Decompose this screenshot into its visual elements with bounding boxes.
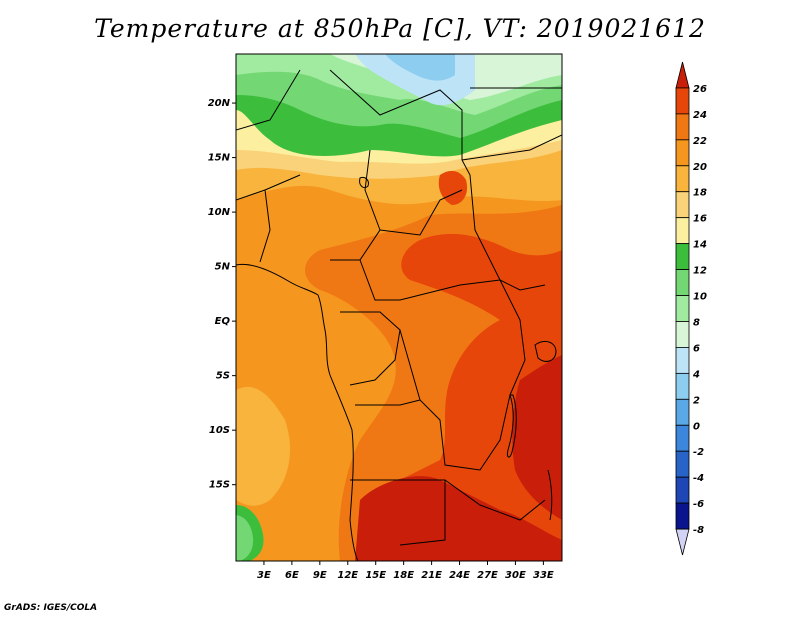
lakes [359, 177, 557, 521]
colorbar-label: 22 [693, 136, 707, 147]
colorbar-top-arrow [675, 61, 690, 89]
colorbar-bin [675, 139, 690, 167]
colorbar-bin [675, 476, 690, 504]
lon-label: 9E [313, 570, 327, 581]
border-line-5 [379, 189, 463, 236]
map-title: Temperature at 850hPa [C], VT: 201902161… [94, 14, 706, 43]
contour-2-4 [385, 54, 455, 81]
colorbar-bin [675, 113, 690, 141]
colorbar-bin [675, 269, 690, 296]
border-line-10 [499, 279, 526, 396]
colorbar-bin [675, 424, 690, 452]
latitude-axis: 20N 15N 10N 5N EQ 5S 10S 15S [208, 98, 236, 491]
border-line-2 [236, 69, 301, 131]
colorbar-label: 16 [693, 214, 707, 225]
colorbar-bin [675, 321, 690, 348]
colorbar-bin [675, 295, 690, 322]
colorbar-bin [675, 372, 690, 400]
lake-victoria [534, 341, 557, 362]
colorbar-label: -6 [693, 499, 704, 510]
lon-label: 6E [285, 570, 299, 581]
lake-chad [359, 177, 369, 189]
border-line-14 [259, 189, 271, 263]
colorbar-bin [675, 217, 690, 245]
colorbar-label: 18 [693, 188, 707, 199]
border-line-7 [340, 311, 401, 386]
lon-label: 27E [477, 570, 498, 581]
contour-18-20-atlantic [236, 386, 290, 506]
contour-26-plus-north [438, 170, 468, 205]
lon-label: 12E [337, 570, 358, 581]
colorbar-label: 8 [693, 317, 700, 328]
colorbar-label: 26 [693, 84, 707, 95]
colorbar-label: 2 [693, 395, 700, 406]
lon-label: 21E [421, 570, 442, 581]
lat-label: 15N [208, 153, 231, 164]
colorbar-label: -2 [693, 447, 704, 458]
colorbar-label: -4 [693, 473, 704, 484]
border-line-8 [399, 279, 501, 301]
country-borders [236, 69, 562, 561]
coastline-west [236, 263, 359, 561]
colorbar-bottom-arrow [675, 528, 690, 556]
lon-label: 3E [257, 570, 271, 581]
border-line-13 [444, 479, 546, 521]
border-line-15 [236, 174, 301, 201]
lat-label: 10S [209, 425, 230, 436]
colorbar-bin [675, 502, 690, 530]
border-line-1 [329, 69, 463, 160]
border-line-17 [461, 134, 562, 161]
lat-label: EQ [215, 316, 231, 327]
colorbar-bin [675, 165, 690, 193]
lon-label: 24E [449, 570, 470, 581]
lon-label: 18E [393, 570, 414, 581]
border-line-11 [355, 399, 421, 406]
colorbar-label: 20 [693, 162, 707, 173]
lake-malawi [547, 469, 553, 521]
contour-26-plus-south [355, 476, 562, 561]
grads-credit: GrADS: IGES/COLA [4, 603, 98, 613]
border-line-12 [350, 479, 446, 546]
lake-tanganyika [507, 394, 517, 458]
colorbar-label: 12 [693, 266, 707, 277]
lon-label: 33E [533, 570, 554, 581]
longitude-axis: 3E 6E 9E 12E 15E 18E 21E 24E 27E 30E 33E [257, 561, 554, 581]
lat-label: 20N [208, 98, 231, 109]
colorbar-label: 14 [693, 240, 707, 251]
lat-label: 5N [215, 262, 231, 273]
lon-label: 15E [365, 570, 386, 581]
colorbar-label: 24 [693, 110, 707, 121]
colorbar-bin [675, 191, 690, 219]
colorbar-bin [675, 243, 690, 270]
temperature-field [236, 54, 562, 561]
border-line-4 [359, 149, 400, 301]
colorbar-label: 4 [692, 369, 700, 380]
lon-label: 30E [505, 570, 526, 581]
border-line-3 [461, 159, 546, 291]
lat-label: 5S [216, 371, 230, 382]
colorbar-label: 6 [693, 343, 700, 354]
map-frame [235, 53, 563, 562]
contour-green-southwest-inner [236, 515, 254, 561]
lat-label: 15S [209, 480, 230, 491]
colorbar-bin [675, 87, 690, 115]
colorbar-label: 10 [693, 292, 707, 303]
lat-label: 10N [208, 207, 231, 218]
colorbar-label: 0 [693, 421, 700, 432]
colorbar-bin [675, 347, 690, 374]
colorbar-label: -8 [693, 525, 704, 536]
colorbar-bin [675, 450, 690, 478]
colorbar-bin [675, 398, 690, 426]
